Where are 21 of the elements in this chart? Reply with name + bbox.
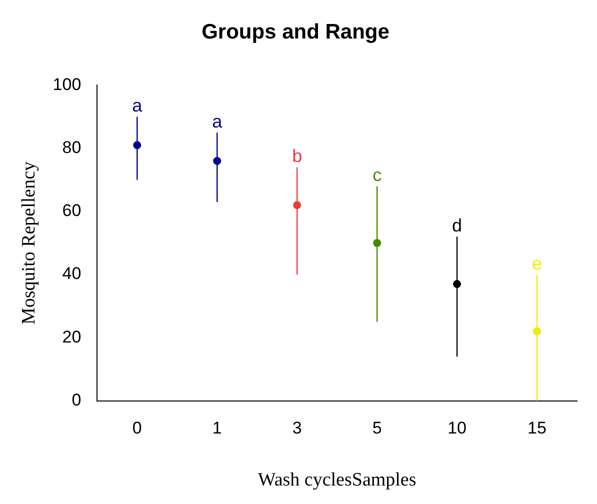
chart-title: Groups and Range xyxy=(202,20,390,44)
y-tick-label: 20 xyxy=(62,327,82,346)
annotation: d xyxy=(452,216,462,236)
y-tick-label: 40 xyxy=(62,264,82,284)
annotation: e xyxy=(532,254,542,274)
x-tick-label: 3 xyxy=(292,418,302,438)
y-tick-label: 60 xyxy=(62,201,82,220)
x-tick-label: 10 xyxy=(448,418,466,438)
x-tick-label: 15 xyxy=(528,418,546,438)
x-tick-label: 5 xyxy=(372,418,382,438)
y-tick-label: 0 xyxy=(72,390,82,410)
annotation: b xyxy=(292,146,302,166)
x-tick-label: 1 xyxy=(212,418,222,438)
y-tick-label: 100 xyxy=(52,74,82,94)
annotation: c xyxy=(372,165,382,186)
x-tick-label: 0 xyxy=(132,418,142,438)
x-axis-title: Wash cyclesSamples xyxy=(258,470,416,491)
annotation: a xyxy=(212,112,224,132)
annotation: a xyxy=(132,96,144,116)
y-axis-title: Mosquito Repellency xyxy=(18,160,40,325)
y-tick-label: 80 xyxy=(62,138,82,158)
